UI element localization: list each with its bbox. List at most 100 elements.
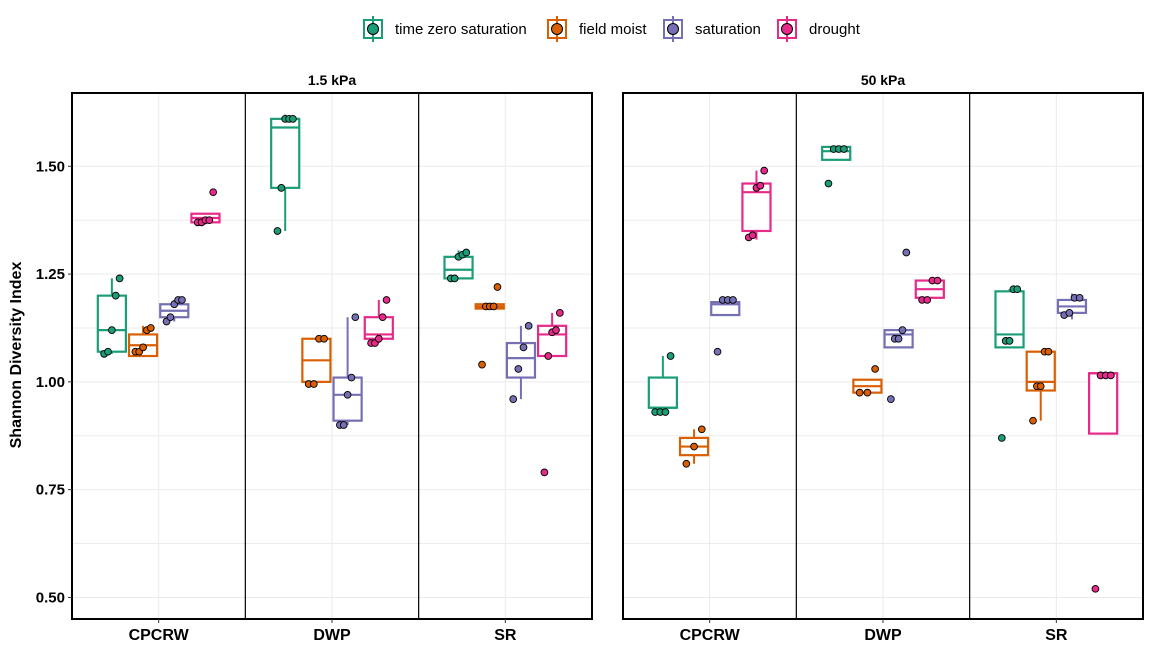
- panel-title: 1.5 kPa: [308, 72, 356, 88]
- legend-label: field moist: [579, 21, 647, 38]
- data-point: [887, 395, 895, 403]
- data-point: [205, 216, 214, 225]
- legend-key-point: [781, 23, 793, 35]
- data-point: [450, 274, 459, 283]
- data-point: [1065, 309, 1074, 317]
- data-point: [343, 390, 352, 399]
- data-point: [351, 313, 360, 322]
- legend: time zero saturation field moist saturatio…: [363, 16, 861, 42]
- box-CPCRW-saturation: [710, 296, 741, 356]
- data-point: [309, 380, 318, 388]
- data-point: [713, 347, 722, 356]
- box-CPCRW-time-zero-saturation: [96, 274, 128, 358]
- box-DWP-drought: [914, 276, 945, 304]
- box-SR-time-zero-saturation: [994, 285, 1025, 442]
- panel-2: 50 kPa CPCRW DWP SR: [622, 72, 1144, 644]
- data-point: [1005, 337, 1014, 345]
- y-axis-label: Shannon Diversity Index: [8, 262, 25, 449]
- panel-title: 50 kPa: [861, 72, 906, 88]
- panels: 1.5 kPa CPCRW DWP SR 0.50 0.75 1.00 1.25 1.50 50 …: [36, 72, 1144, 644]
- gridlines: [623, 93, 1143, 619]
- x-tick-label: SR: [1045, 627, 1068, 644]
- data-point: [923, 296, 932, 304]
- box-DWP-time-zero-saturation: [270, 114, 301, 235]
- data-point: [524, 321, 533, 330]
- legend-key-point: [367, 23, 379, 35]
- data-point: [760, 166, 769, 175]
- data-point: [1044, 347, 1053, 356]
- y-tick-label: 0.75: [36, 482, 65, 499]
- box-CPCRW-saturation: [159, 296, 190, 326]
- data-point: [556, 309, 564, 317]
- data-point: [289, 115, 297, 123]
- data-point: [489, 302, 498, 311]
- x-tick-label: DWP: [313, 627, 351, 644]
- box-iqr: [96, 294, 128, 353]
- data-point: [519, 343, 528, 352]
- data-point: [666, 352, 675, 360]
- legend-item-drought: drought: [777, 16, 861, 42]
- data-point: [661, 408, 670, 416]
- data-point: [139, 343, 147, 352]
- box-SR-saturation: [505, 321, 537, 403]
- legend-key-point: [551, 23, 563, 35]
- box-iqr: [647, 376, 679, 409]
- data-point: [552, 326, 560, 334]
- data-point: [347, 373, 356, 382]
- data-point: [1013, 285, 1022, 294]
- data-point: [840, 145, 848, 153]
- data-point: [166, 313, 175, 322]
- data-point: [378, 313, 387, 322]
- data-point: [514, 365, 523, 373]
- data-point: [1029, 416, 1037, 425]
- data-point: [902, 248, 911, 257]
- box-DWP-drought: [363, 296, 394, 347]
- box-SR-drought: [536, 309, 568, 477]
- data-point: [1107, 371, 1115, 380]
- box-SR-drought: [1087, 371, 1119, 593]
- box-SR-field-moist: [474, 283, 505, 369]
- data-point: [540, 468, 549, 477]
- x-tick-label: SR: [494, 627, 517, 644]
- data-point: [756, 181, 765, 190]
- data-point: [690, 442, 698, 451]
- data-point: [997, 434, 1006, 442]
- data-point: [824, 179, 833, 188]
- box-iqr: [505, 341, 537, 379]
- legend-item-time-zero-saturation: time zero saturation: [363, 16, 527, 42]
- data-point: [509, 395, 518, 403]
- data-point: [115, 274, 124, 283]
- data-point: [544, 352, 553, 360]
- data-point: [855, 388, 864, 397]
- box-DWP-saturation: [883, 248, 914, 403]
- data-point: [1036, 382, 1045, 391]
- y-tick-label: 1.00: [36, 374, 65, 391]
- data-point: [493, 283, 502, 291]
- data-point: [108, 326, 116, 334]
- data-point: [273, 227, 282, 235]
- data-point: [382, 296, 391, 304]
- box-CPCRW-field-moist: [127, 324, 159, 358]
- box-DWP-saturation: [332, 313, 363, 429]
- data-point: [863, 388, 872, 397]
- y-tick-label: 1.25: [36, 266, 65, 283]
- data-point: [933, 276, 942, 285]
- panel-1: 1.5 kPa CPCRW DWP SR 0.50 0.75 1.00 1.25 1.50: [36, 72, 593, 644]
- data-point: [104, 347, 112, 356]
- gridlines: [72, 93, 592, 619]
- legend-key-point: [667, 23, 679, 35]
- box-CPCRW-field-moist: [678, 425, 710, 468]
- y-tick-label: 1.50: [36, 158, 65, 175]
- data-point: [748, 231, 757, 240]
- x-tick-label: CPCRW: [680, 627, 741, 644]
- data-point: [146, 324, 155, 332]
- data-point: [871, 365, 879, 373]
- legend-label: drought: [809, 21, 861, 38]
- data-point: [462, 248, 471, 257]
- data-point: [697, 425, 706, 434]
- box-iqr: [1087, 372, 1119, 435]
- x-tick-label: DWP: [864, 627, 902, 644]
- data-point: [339, 421, 348, 429]
- data-point: [1091, 584, 1100, 593]
